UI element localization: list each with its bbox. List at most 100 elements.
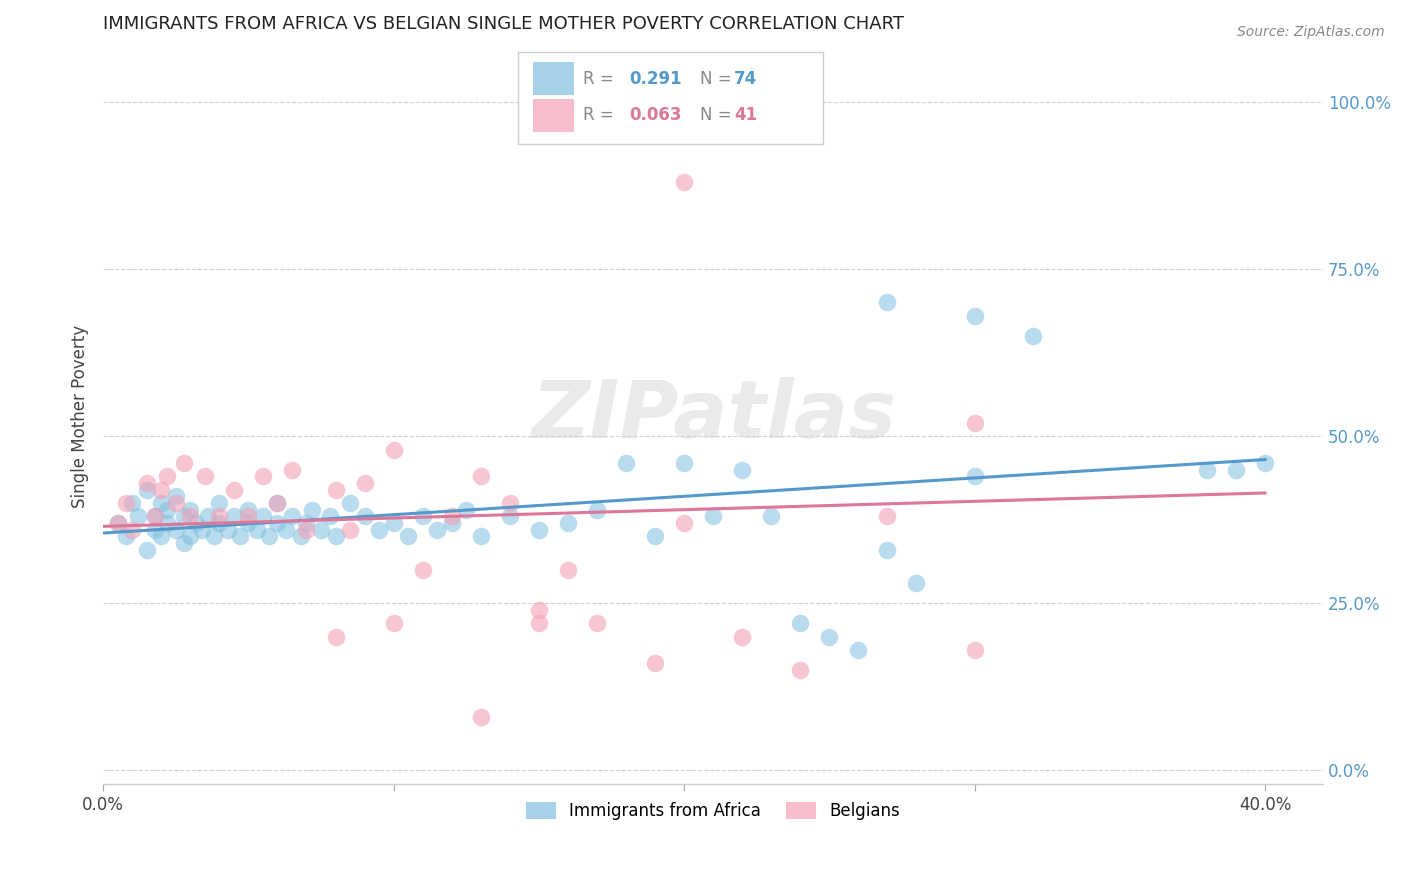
Point [173, 536, 195, 550]
Point [586, 502, 609, 516]
Point [818, 630, 841, 644]
Point [107, 516, 129, 530]
Point [266, 516, 288, 530]
Point [156, 502, 179, 516]
Point [115, 496, 138, 510]
Point [368, 523, 391, 537]
Point [156, 469, 179, 483]
Point [325, 529, 347, 543]
Point [276, 523, 298, 537]
Point [290, 529, 312, 543]
Point [179, 502, 201, 516]
Point [1195, 462, 1218, 476]
Point [963, 643, 986, 657]
Text: N =: N = [700, 70, 737, 87]
Point [426, 523, 449, 537]
Point [731, 630, 754, 644]
Point [222, 483, 245, 497]
Point [470, 710, 492, 724]
Text: 74: 74 [734, 70, 756, 87]
Point [281, 509, 304, 524]
Point [325, 630, 347, 644]
Point [1225, 462, 1247, 476]
Point [325, 483, 347, 497]
Point [876, 509, 898, 524]
Point [238, 509, 260, 524]
Point [440, 516, 463, 530]
Point [266, 496, 288, 510]
Point [339, 496, 361, 510]
Point [179, 529, 201, 543]
Point [527, 523, 550, 537]
Point [208, 496, 231, 510]
Point [295, 516, 318, 530]
Point [789, 663, 811, 677]
Point [150, 483, 173, 497]
Point [318, 509, 340, 524]
Point [145, 523, 167, 537]
Point [173, 509, 195, 524]
Point [184, 516, 207, 530]
Point [905, 576, 928, 591]
Point [208, 509, 231, 524]
Point [145, 509, 167, 524]
Point [527, 603, 550, 617]
Point [557, 563, 579, 577]
Point [115, 529, 138, 543]
Point [165, 489, 187, 503]
Point [135, 475, 157, 490]
Point [586, 616, 609, 631]
Text: 0.063: 0.063 [628, 106, 682, 124]
Point [156, 516, 179, 530]
Point [353, 509, 375, 524]
Point [527, 616, 550, 631]
Point [301, 502, 323, 516]
Point [173, 456, 195, 470]
Point [673, 516, 696, 530]
Text: 0.291: 0.291 [628, 70, 682, 87]
Point [412, 509, 434, 524]
Point [382, 516, 405, 530]
Point [228, 529, 250, 543]
Point [963, 469, 986, 483]
Point [673, 175, 696, 189]
Text: R =: R = [582, 106, 619, 124]
Point [789, 616, 811, 631]
Point [1021, 329, 1043, 343]
Point [252, 469, 274, 483]
FancyBboxPatch shape [533, 99, 574, 131]
Point [470, 469, 492, 483]
Point [165, 496, 187, 510]
Text: ZIPatlas: ZIPatlas [530, 377, 896, 455]
Point [382, 616, 405, 631]
Point [440, 509, 463, 524]
Point [150, 496, 173, 510]
Point [382, 442, 405, 457]
Point [127, 509, 149, 524]
Legend: Immigrants from Africa, Belgians: Immigrants from Africa, Belgians [519, 796, 907, 827]
Point [309, 523, 332, 537]
Point [121, 496, 143, 510]
Point [145, 509, 167, 524]
Point [295, 523, 318, 537]
Point [194, 469, 217, 483]
Point [257, 529, 280, 543]
Point [456, 502, 478, 516]
Point [266, 496, 288, 510]
Point [107, 516, 129, 530]
FancyBboxPatch shape [533, 62, 574, 95]
Point [963, 416, 986, 430]
Point [191, 523, 214, 537]
Point [876, 542, 898, 557]
Point [1254, 456, 1277, 470]
Point [202, 529, 225, 543]
Point [135, 483, 157, 497]
Point [246, 523, 269, 537]
Point [121, 523, 143, 537]
Point [412, 563, 434, 577]
Point [963, 309, 986, 323]
Point [876, 295, 898, 310]
Point [644, 657, 666, 671]
Point [238, 502, 260, 516]
Point [238, 516, 260, 530]
